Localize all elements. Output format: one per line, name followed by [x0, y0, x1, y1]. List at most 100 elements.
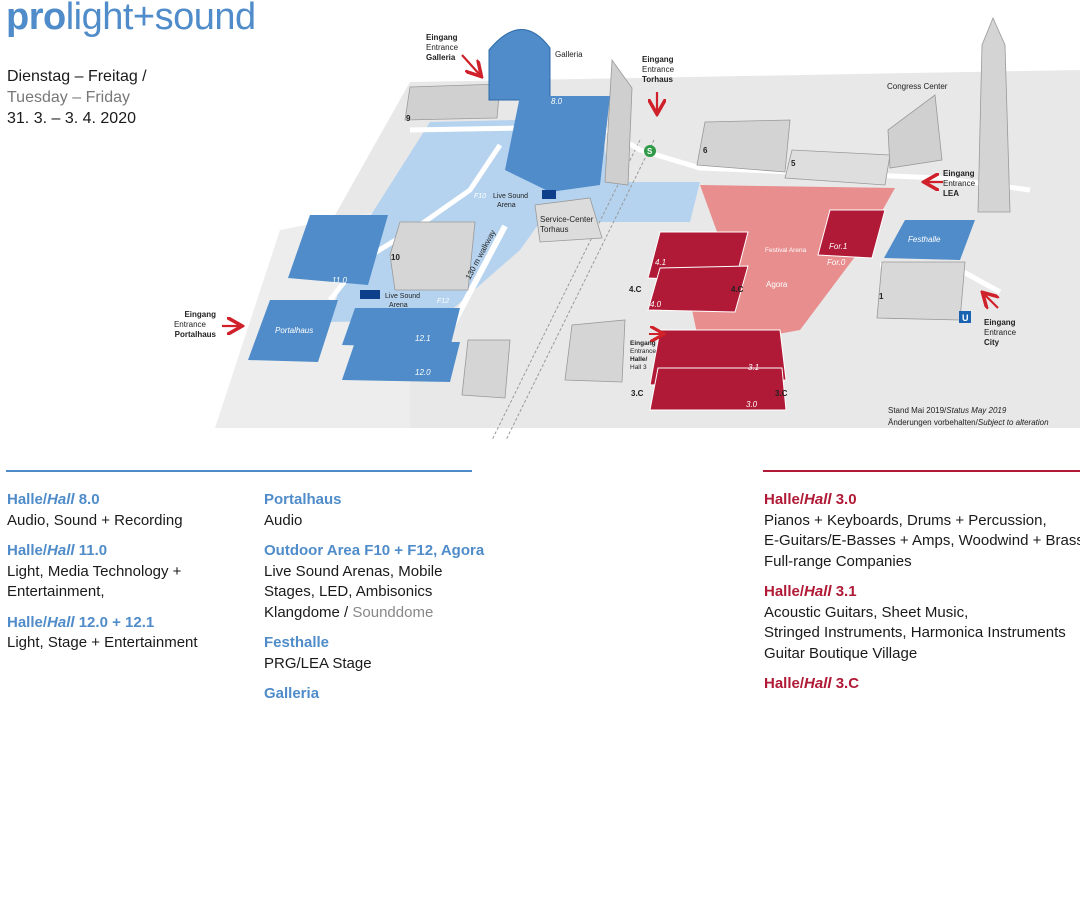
svg-text:Entrance: Entrance — [630, 348, 656, 355]
dates-range: 31. 3. – 3. 4. 2020 — [7, 110, 136, 127]
legend-hall-11-desc: Light, Media Technology + Entertainment, — [7, 562, 182, 601]
hall-4-1-label: 4.1 — [655, 258, 666, 267]
festhalle-hall-label: Festhalle — [908, 235, 941, 244]
svg-text:Eingang: Eingang — [426, 33, 458, 42]
service-center-label: Service-Center — [540, 215, 594, 224]
rail-track-2 — [505, 139, 655, 441]
svg-text:Entrance: Entrance — [426, 43, 459, 52]
svg-text:Hall 3: Hall 3 — [630, 364, 647, 371]
legend-hall-12-desc: Light, Stage + Entertainment — [7, 634, 198, 651]
hall-4c-label-a: 4.C — [629, 285, 642, 294]
legend-hall-3-0-title: Halle/Hall 3.0 — [764, 491, 857, 508]
service-center-label-2: Torhaus — [540, 225, 568, 234]
svg-text:Eingang: Eingang — [642, 55, 674, 64]
congress-center-building — [887, 94, 943, 169]
entrance-hall3-label: Eingang Entrance Halle/ Hall 3 — [630, 340, 656, 371]
logo: prolight+sound — [6, 0, 256, 38]
galleria-label: Galleria — [555, 50, 583, 59]
live-sound-arena-a-label-2: Arena — [497, 202, 516, 209]
torhaus-building — [604, 58, 633, 186]
galleria-dome — [488, 29, 551, 101]
legend-column-3: Halle/Hall 3.0 Pianos + Keyboards, Drums… — [764, 490, 1080, 695]
legend-hall-3-1-desc: Acoustic Guitars, Sheet Music, Stringed I… — [764, 603, 1066, 662]
live-sound-arena-a-label: Live Sound — [493, 193, 528, 200]
svg-text:Galleria: Galleria — [426, 53, 456, 62]
hall-6-number: 6 — [703, 146, 708, 155]
service-center-building — [534, 197, 603, 243]
fair-hall-1-label: For.1 — [829, 242, 847, 251]
svg-text:Portalhaus: Portalhaus — [175, 330, 217, 339]
legend-column-2: Portalhaus Audio Outdoor Area F10 + F12,… — [264, 490, 484, 705]
entrance-lea-label: Eingang Entrance LEA — [943, 169, 976, 198]
hall-9-building — [404, 83, 501, 121]
rail-track — [491, 139, 641, 441]
hall-12-1-label: 12.1 — [415, 334, 431, 343]
legend-galleria-title: Galleria — [264, 685, 320, 702]
portalhaus-hall-label: Portalhaus — [275, 326, 313, 335]
hall-4-0 — [647, 265, 749, 313]
svg-text:LEA: LEA — [943, 189, 959, 198]
hall-1-building — [876, 261, 966, 321]
hall-9-number: 9 — [406, 114, 411, 123]
hall-3c-label-a: 3.C — [631, 389, 644, 398]
f10-label: F10 — [474, 193, 486, 200]
u-bahn-icon — [959, 311, 971, 323]
festival-arena-label: Festival Arena — [765, 247, 807, 254]
entrance-city-arrow — [984, 294, 998, 308]
portalhaus-hall — [248, 300, 338, 362]
legend-column-1: Halle/Hall 8.0 Audio, Sound + Recording … — [7, 490, 198, 664]
legend-hall-12-title: Halle/Hall 12.0 + 12.1 — [7, 613, 155, 631]
hall-10-building — [389, 221, 476, 291]
legend-divider-blue — [6, 470, 472, 472]
stand-note: Stand Mai 2019/Status May 2019 — [888, 406, 1007, 415]
f12-label: F12 — [437, 298, 449, 305]
fairground-map: Eingang Entrance Galleria Eingang Entran… — [174, 16, 1080, 441]
hall-11-0 — [288, 215, 388, 285]
entrance-portalhaus-label: Eingang Entrance Portalhaus — [174, 310, 217, 339]
live-sound-arena-b-stage — [360, 290, 380, 299]
legend-hall-11-title: Halle/Hall 11.0 — [7, 542, 108, 559]
legend-festhalle-title: Festhalle — [264, 634, 330, 651]
hall-3-0 — [649, 367, 787, 411]
hall-6-building — [696, 119, 791, 173]
entrance-galleria-arrow — [461, 54, 480, 75]
agora-label: Agora — [766, 280, 788, 289]
entrance-city-label: Eingang Entrance City — [984, 318, 1017, 347]
live-sound-arena-b-label: Live Sound — [385, 293, 420, 300]
hall-8-0 — [505, 96, 610, 192]
hall-3-0-label: 3.0 — [746, 400, 758, 409]
hall-11-0-label: 11.0 — [332, 276, 348, 285]
hall-5-number: 5 — [791, 159, 796, 168]
hall-1-number: 1 — [879, 292, 884, 301]
hall-12-0 — [342, 342, 460, 382]
legend-hall-3c-title: Halle/Hall 3.C — [764, 675, 860, 692]
hall-8-0-label: 8.0 — [551, 97, 563, 106]
messeturm-tower — [977, 16, 1011, 213]
s-bahn-icon — [644, 145, 656, 157]
svg-text:Entrance: Entrance — [943, 179, 976, 188]
svg-text:Eingang: Eingang — [943, 169, 975, 178]
live-sound-arena-a-stage — [542, 190, 556, 199]
legend-hall-3-1-title: Halle/Hall 3.1 — [764, 583, 857, 600]
svg-text:Entrance: Entrance — [642, 65, 675, 74]
svg-text:Entrance: Entrance — [174, 320, 207, 329]
svg-text:Eingang: Eingang — [984, 318, 1016, 327]
legend-hall-3-0-desc: Pianos + Keyboards, Drums + Percussion, E… — [764, 511, 1080, 570]
hall-12-0-label: 12.0 — [415, 368, 431, 377]
festhalle-hall — [884, 220, 975, 260]
alteration-note: Änderungen vorbehalten/Subject to altera… — [888, 418, 1049, 427]
legend-portalhaus-title: Portalhaus — [264, 491, 342, 508]
fair-hall-0-label: For.0 — [827, 258, 846, 267]
legend-portalhaus-desc: Audio — [264, 511, 303, 529]
event-dates: Dienstag – Freitag / Tuesday – Friday 31… — [7, 66, 147, 129]
hall-4-0-label: 4.0 — [650, 300, 662, 309]
entrance-torhaus-label: Eingang Entrance Torhaus — [642, 55, 675, 84]
svg-text:Torhaus: Torhaus — [642, 75, 674, 84]
live-sound-arena-b-label-2: Arena — [389, 302, 408, 309]
svg-text:Eingang: Eingang — [184, 310, 216, 319]
legend-outdoor-desc: Live Sound Arenas, Mobile Stages, LED, Am… — [264, 562, 443, 621]
u-bahn-letter: U — [962, 313, 969, 323]
hall-4c-label-b: 4.C — [731, 285, 744, 294]
small-building-b — [564, 319, 626, 383]
legend-hall-8-title: Halle/Hall 8.0 — [7, 491, 100, 508]
